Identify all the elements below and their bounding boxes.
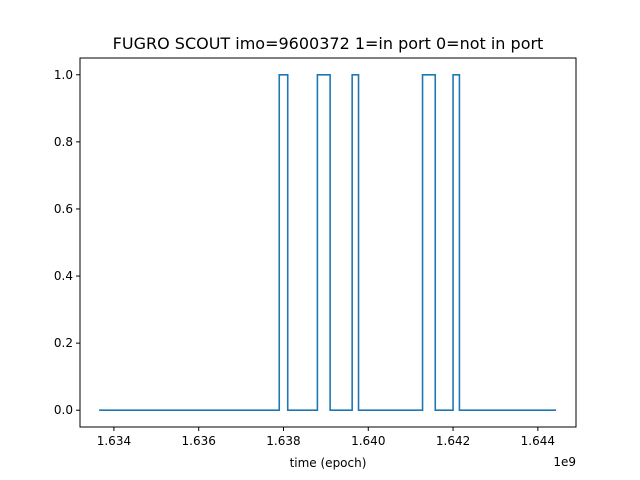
plot-area <box>99 73 557 412</box>
y-tick-label: 0.2 <box>54 336 73 350</box>
x-tick-label: 1.642 <box>436 434 470 448</box>
x-axis-label: time (epoch) <box>290 456 367 470</box>
y-tick-label: 1.0 <box>54 68 73 82</box>
chart-title: FUGRO SCOUT imo=9600372 1=in port 0=not … <box>113 34 544 53</box>
series-line-0 <box>99 73 557 412</box>
x-tick-label: 1.636 <box>182 434 216 448</box>
x-axis-offset-label: 1e9 <box>553 455 576 469</box>
x-axis-ticks: 1.634 1.636 1.638 1.640 1.642 1.644 <box>97 427 555 448</box>
plot-frame <box>79 57 577 428</box>
x-tick-label: 1.634 <box>97 434 131 448</box>
y-tick-label: 0.6 <box>54 202 73 216</box>
y-tick-label: 0.8 <box>54 135 73 149</box>
y-axis-ticks: 0.0 0.2 0.4 0.6 0.8 1.0 <box>54 68 80 417</box>
y-tick-label: 0.4 <box>54 269 73 283</box>
y-tick-label: 0.0 <box>54 403 73 417</box>
x-tick-label: 1.644 <box>521 434 555 448</box>
x-tick-label: 1.640 <box>351 434 385 448</box>
x-tick-label: 1.638 <box>266 434 300 448</box>
